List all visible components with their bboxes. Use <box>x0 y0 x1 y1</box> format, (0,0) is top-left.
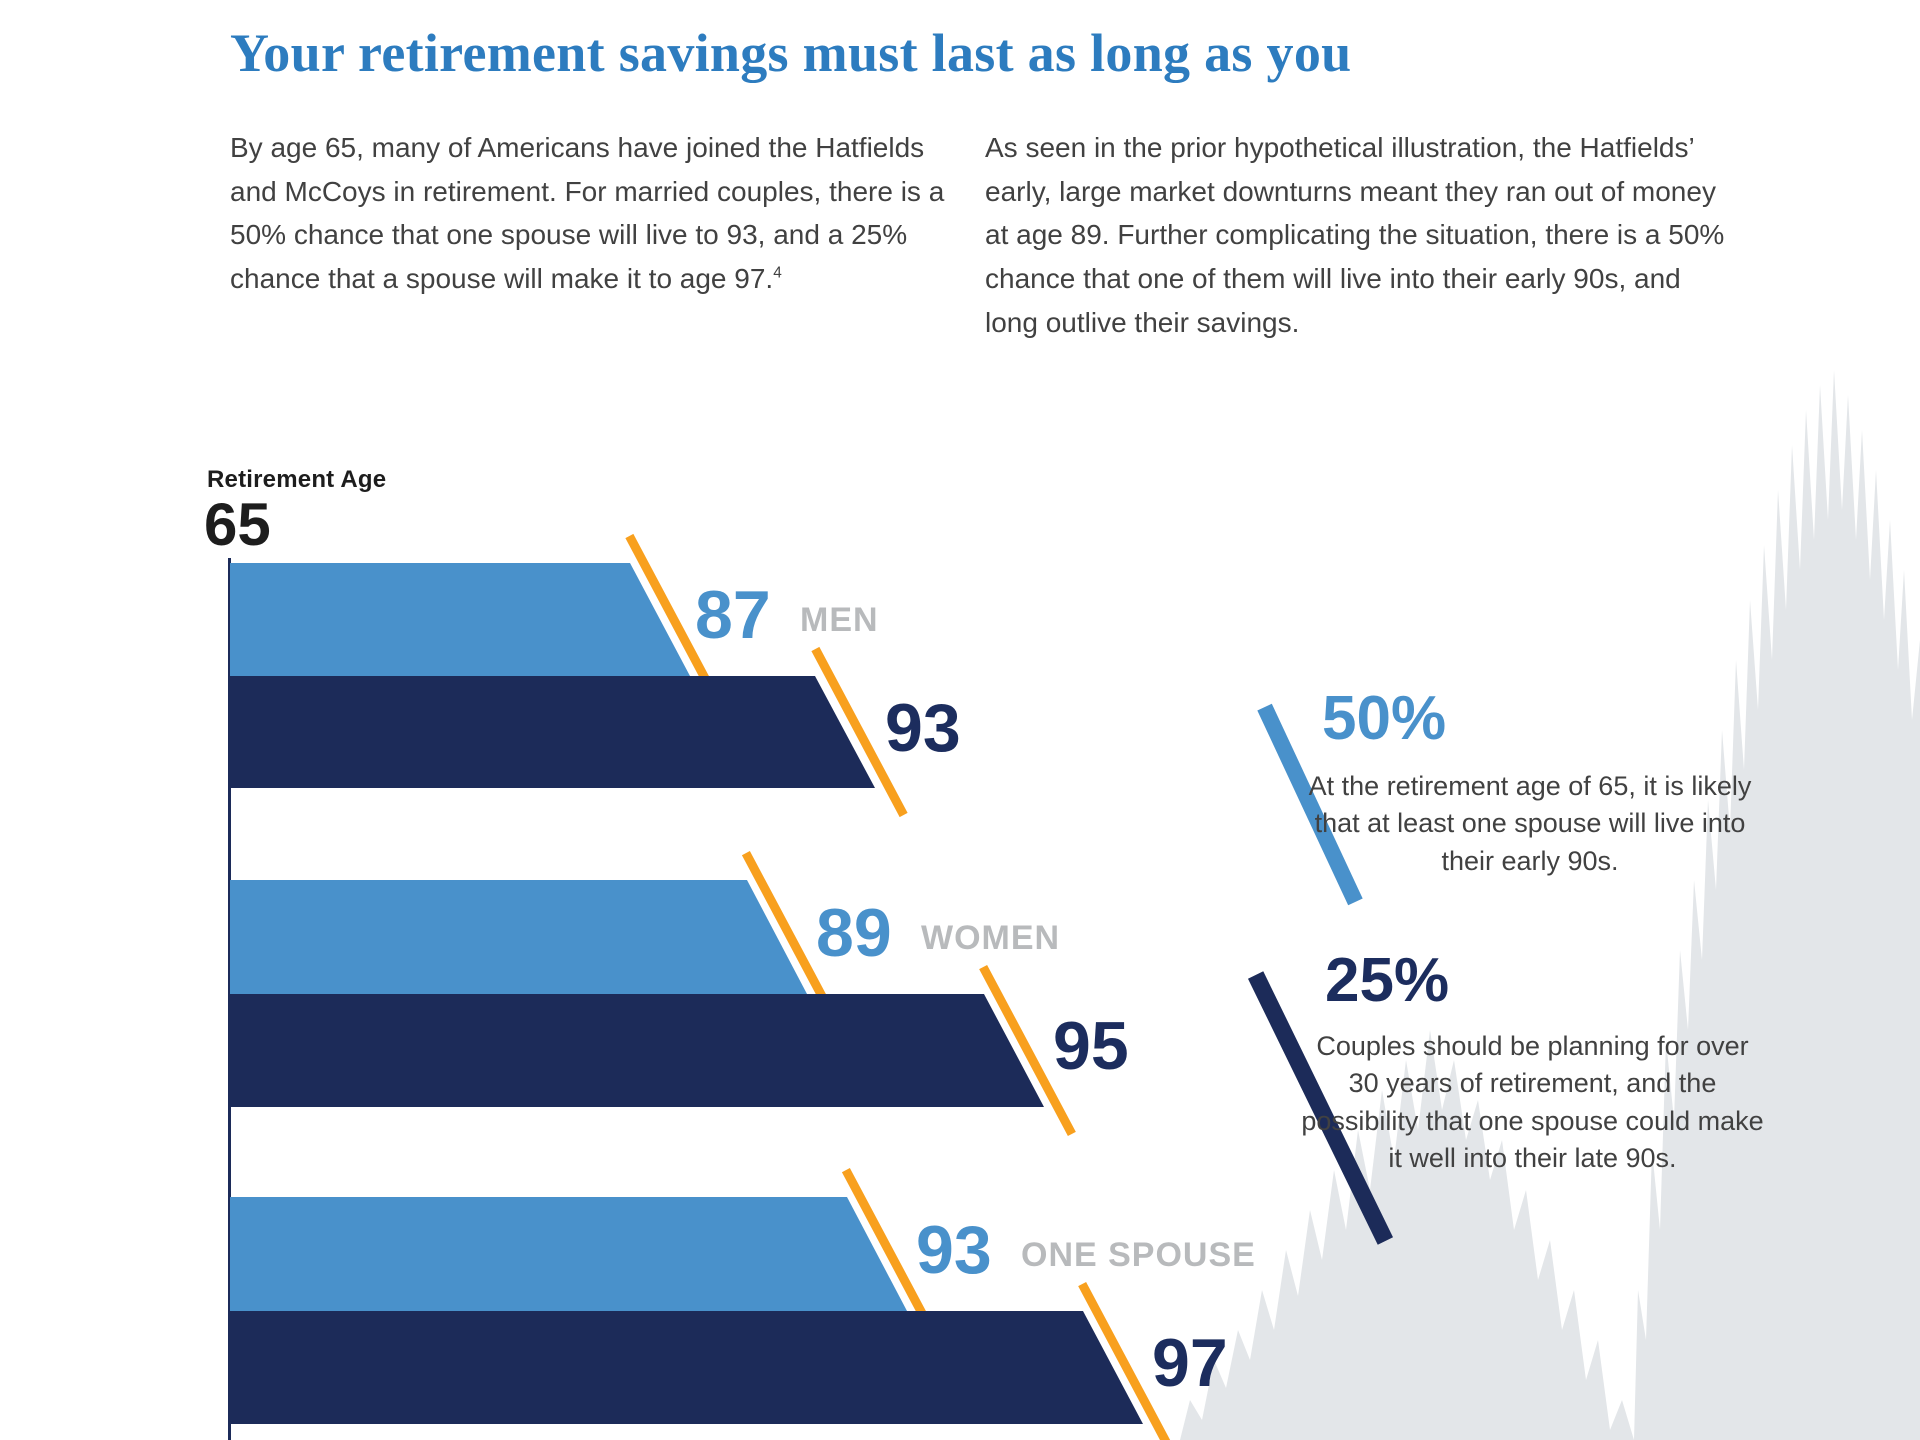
value-label-women-25pct: 95 <box>1053 1008 1129 1084</box>
intro-paragraph-left: By age 65, many of Americans have joined… <box>230 126 960 301</box>
bar-one-spouse-50pct <box>230 1197 907 1311</box>
value-label-women-50pct: 89 <box>816 895 892 971</box>
intro-paragraph-right: As seen in the prior hypothetical illust… <box>985 132 1725 338</box>
axis-label: Retirement Age <box>207 466 387 493</box>
value-label-one-spouse-25pct: 97 <box>1152 1325 1228 1401</box>
value-label-men-25pct: 93 <box>885 690 961 766</box>
bar-men-25pct <box>230 676 875 788</box>
callout-stat-25pct: 25% <box>1325 946 1450 1015</box>
footnote-marker: 4 <box>773 264 782 282</box>
category-label-men: MEN <box>800 601 879 639</box>
value-label-one-spouse-50pct: 93 <box>916 1212 992 1288</box>
bar-one-spouse-25pct <box>230 1311 1143 1424</box>
callout-text-25pct: Couples should be planning for over 30 y… <box>1301 1031 1764 1173</box>
value-label-men-50pct: 87 <box>695 577 771 653</box>
category-label-women: WOMEN <box>921 919 1061 957</box>
intro-left-text: By age 65, many of Americans have joined… <box>230 132 945 295</box>
callout-stat-50pct: 50% <box>1322 684 1447 753</box>
callout-text-50pct: At the retirement age of 65, it is likel… <box>1308 771 1752 876</box>
category-label-one-spouse: ONE SPOUSE <box>1021 1236 1256 1274</box>
axis-line <box>228 558 231 1440</box>
axis-start-value: 65 <box>204 491 271 558</box>
page-title: Your retirement savings must last as lon… <box>230 23 1352 83</box>
bar-women-25pct <box>230 994 1044 1107</box>
bar-women-50pct <box>230 880 807 994</box>
bar-men-50pct <box>230 563 690 676</box>
